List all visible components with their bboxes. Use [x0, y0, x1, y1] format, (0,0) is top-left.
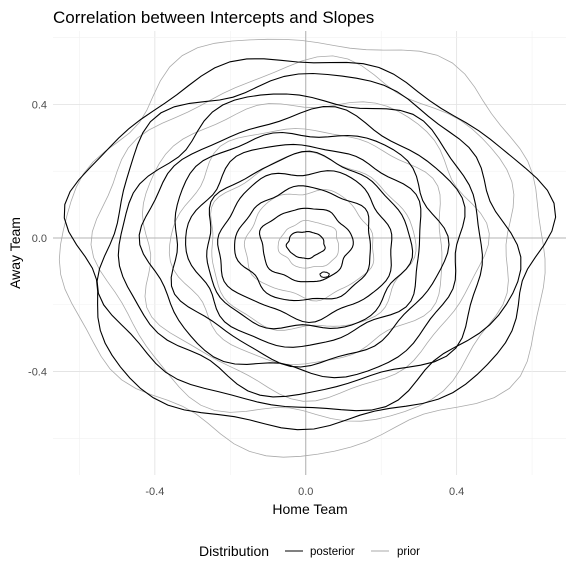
posterior-contour-line [234, 185, 371, 302]
posterior-contour-line [117, 93, 483, 398]
posterior-contour-line [285, 230, 326, 260]
legend-label-posterior: posterior [310, 546, 355, 558]
posterior-contour-line [206, 150, 414, 330]
chart-title: Correlation between Intercepts and Slope… [53, 8, 374, 27]
posterior-contour-line [319, 271, 330, 278]
posterior-contour-line [217, 170, 393, 324]
x-axis-title: Home Team [272, 501, 347, 517]
prior-contour-line [277, 219, 339, 269]
posterior-contour-line [258, 207, 354, 283]
grid [53, 31, 566, 475]
prior-contour-line [58, 38, 546, 458]
prior-contour-line [168, 128, 443, 366]
x-tick-label: 0.4 [449, 486, 464, 498]
posterior-contour-line [170, 131, 450, 368]
y-tick-label: 0.4 [32, 99, 47, 111]
prior-contours [58, 38, 546, 458]
legend: Distribution posterior prior [199, 543, 420, 559]
x-tick-label: 0.0 [298, 486, 313, 498]
posterior-contour-line [96, 72, 522, 412]
posterior-contour-line [138, 106, 466, 379]
x-tick-label: -0.4 [145, 486, 164, 498]
y-axis-title: Away Team [7, 217, 23, 289]
prior-contour-line [210, 151, 417, 331]
legend-title: Distribution [199, 543, 269, 559]
prior-contour-line [141, 101, 490, 402]
y-tick-label: -0.4 [28, 367, 47, 379]
legend-label-prior: prior [397, 546, 420, 558]
y-tick-label: 0.0 [32, 233, 47, 245]
prior-contour-line [243, 189, 375, 302]
posterior-contour-line [63, 58, 557, 431]
posterior-contours [63, 58, 557, 431]
tick-labels: -0.4 0.0 0.4 -0.4 0.0 0.4 [28, 99, 464, 498]
posterior-contour-line [185, 143, 422, 348]
